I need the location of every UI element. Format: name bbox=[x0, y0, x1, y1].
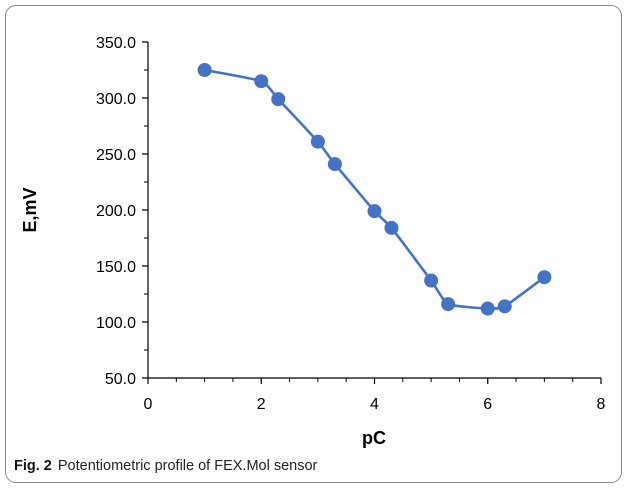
data-point bbox=[327, 157, 342, 172]
data-point bbox=[537, 270, 552, 285]
figure-caption: Fig. 2 Potentiometric profile of FEX.Mol … bbox=[14, 458, 317, 474]
data-point bbox=[497, 299, 512, 314]
data-point bbox=[254, 74, 269, 89]
x-tick-label: 2 bbox=[257, 396, 266, 413]
data-point bbox=[384, 220, 399, 235]
y-tick-label: 300.0 bbox=[96, 91, 136, 108]
data-point bbox=[197, 63, 212, 77]
data-point bbox=[271, 92, 286, 107]
series-line bbox=[204, 68, 546, 310]
data-point bbox=[367, 204, 382, 219]
x-tick-label: 4 bbox=[370, 396, 379, 413]
figure-frame bbox=[5, 5, 622, 483]
y-axis-title: E,mV bbox=[20, 187, 40, 232]
x-tick-label: 6 bbox=[483, 396, 492, 413]
data-point bbox=[480, 301, 495, 316]
series-group bbox=[197, 63, 552, 316]
figure-caption-text: Potentiometric profile of FEX.Mol sensor bbox=[57, 458, 318, 474]
x-axis-title: pC bbox=[362, 428, 386, 448]
axis-ticks: 50.0 100.0 150.0 200.0 250.0 300.0 350.0 0 2 4 6 8 bbox=[96, 35, 606, 413]
y-tick-label: 200.0 bbox=[96, 203, 136, 220]
figure-label: Fig. 2 bbox=[14, 458, 52, 474]
y-tick-label: 150.0 bbox=[96, 259, 136, 276]
x-tick-label: 0 bbox=[144, 396, 153, 413]
data-point bbox=[310, 134, 325, 149]
data-point bbox=[424, 273, 439, 288]
y-tick-label: 250.0 bbox=[96, 147, 136, 164]
data-point bbox=[441, 297, 456, 312]
y-tick-label: 350.0 bbox=[96, 35, 136, 52]
y-tick-label: 100.0 bbox=[96, 315, 136, 332]
y-tick-label: 50.0 bbox=[105, 371, 136, 388]
x-tick-label: 8 bbox=[597, 396, 606, 413]
